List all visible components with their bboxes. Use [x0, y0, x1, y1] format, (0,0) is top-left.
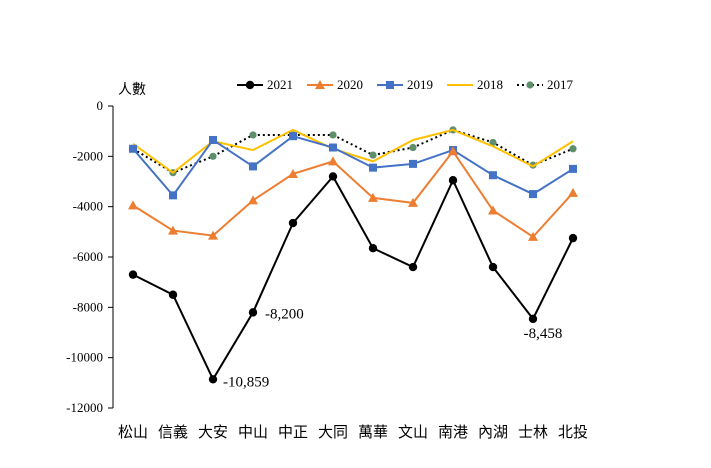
y-tick-label: -6000 [73, 249, 103, 264]
data-point [386, 81, 394, 89]
series-layer [128, 126, 578, 384]
data-point [528, 231, 538, 241]
data-point [369, 163, 377, 172]
data-point [169, 191, 177, 200]
series-2018 [132, 128, 574, 174]
data-point [569, 164, 577, 173]
data-point [209, 152, 217, 160]
data-point [245, 80, 255, 90]
data-point [248, 308, 258, 317]
series-line [132, 128, 574, 174]
data-point [128, 270, 138, 279]
y-tick-label: -2000 [73, 148, 103, 163]
legend-item-2019: 2019 [377, 77, 433, 92]
legend-label: 2020 [337, 77, 363, 92]
data-point [408, 197, 418, 207]
data-point [408, 262, 418, 272]
annotations: -10,859 -8,200 -8,458 [223, 306, 562, 390]
data-point [369, 151, 377, 159]
data-point [528, 314, 538, 324]
data-annotation: -10,859 [223, 374, 269, 390]
y-tick-label: 0 [97, 98, 104, 113]
data-point [568, 187, 578, 197]
data-point [329, 131, 337, 139]
data-point [315, 80, 325, 89]
data-point [409, 143, 417, 152]
y-tick-label: -12000 [66, 400, 103, 415]
axes: 0-2000-4000-6000-8000-10000-12000松山 信義 大安中… [66, 98, 588, 441]
y-axis-label: 人數 [118, 82, 146, 98]
data-point [368, 192, 378, 202]
series-line [132, 149, 574, 239]
data-point [488, 262, 498, 272]
data-point [568, 233, 578, 243]
x-category-label: 松山 [118, 423, 148, 441]
x-category-label: 大同 [318, 423, 348, 441]
data-point [129, 144, 137, 153]
data-point [448, 176, 458, 185]
x-category-label: 北投 [558, 423, 588, 441]
x-category-label: 大安 [198, 423, 228, 441]
data-point [208, 375, 218, 384]
data-annotation: -8,200 [265, 306, 304, 322]
x-category-label: 內湖 [478, 423, 508, 441]
data-point [409, 159, 417, 168]
data-point [168, 225, 178, 235]
series-2019 [129, 132, 577, 200]
data-point [249, 162, 257, 171]
data-point [128, 200, 138, 210]
data-point [248, 195, 258, 205]
x-category-label: 信義 [158, 423, 188, 441]
data-point [489, 138, 497, 147]
x-category-label: 萬華 [358, 423, 388, 441]
data-point [529, 161, 537, 169]
data-point [249, 131, 257, 139]
data-point [208, 230, 218, 240]
x-category-label: 中山 [238, 423, 268, 441]
legend-label: 2021 [267, 77, 293, 92]
data-point [288, 218, 298, 228]
data-point [448, 146, 458, 156]
data-annotation: -8,458 [524, 326, 563, 342]
series-line [132, 135, 574, 197]
data-point [328, 156, 338, 166]
series-2020 [128, 146, 578, 241]
series-line [132, 174, 574, 382]
data-point [288, 168, 298, 178]
data-point [529, 190, 537, 199]
legend-item-2017: 2017 [517, 77, 574, 92]
y-tick-label: -8000 [73, 299, 103, 314]
y-tick-label: -10000 [66, 350, 103, 365]
data-point [289, 132, 297, 141]
y-tick-label: -4000 [73, 199, 103, 214]
x-category-label: 中正 [278, 423, 308, 441]
legend-item-2018: 2018 [447, 77, 503, 92]
legend-item-2021: 2021 [237, 77, 293, 92]
data-point [569, 145, 577, 153]
data-point [168, 290, 178, 299]
x-category-label: 南港 [438, 423, 468, 441]
legend-label: 2019 [407, 77, 433, 92]
x-category-label: 文山 [398, 423, 428, 441]
data-point [489, 171, 497, 180]
x-category-label: 士林 [518, 423, 548, 441]
data-point [488, 205, 498, 215]
series-2021 [128, 172, 578, 384]
data-point [329, 143, 337, 152]
data-point [209, 135, 217, 144]
data-point [526, 81, 534, 89]
data-point [328, 172, 338, 181]
legend: 2021 2020 2019 2018 2017 [237, 77, 574, 92]
series-2017 [129, 126, 577, 177]
data-point [368, 243, 378, 253]
legend-label: 2017 [547, 77, 574, 92]
legend-item-2020: 2020 [307, 77, 363, 92]
legend-label: 2018 [477, 77, 503, 92]
